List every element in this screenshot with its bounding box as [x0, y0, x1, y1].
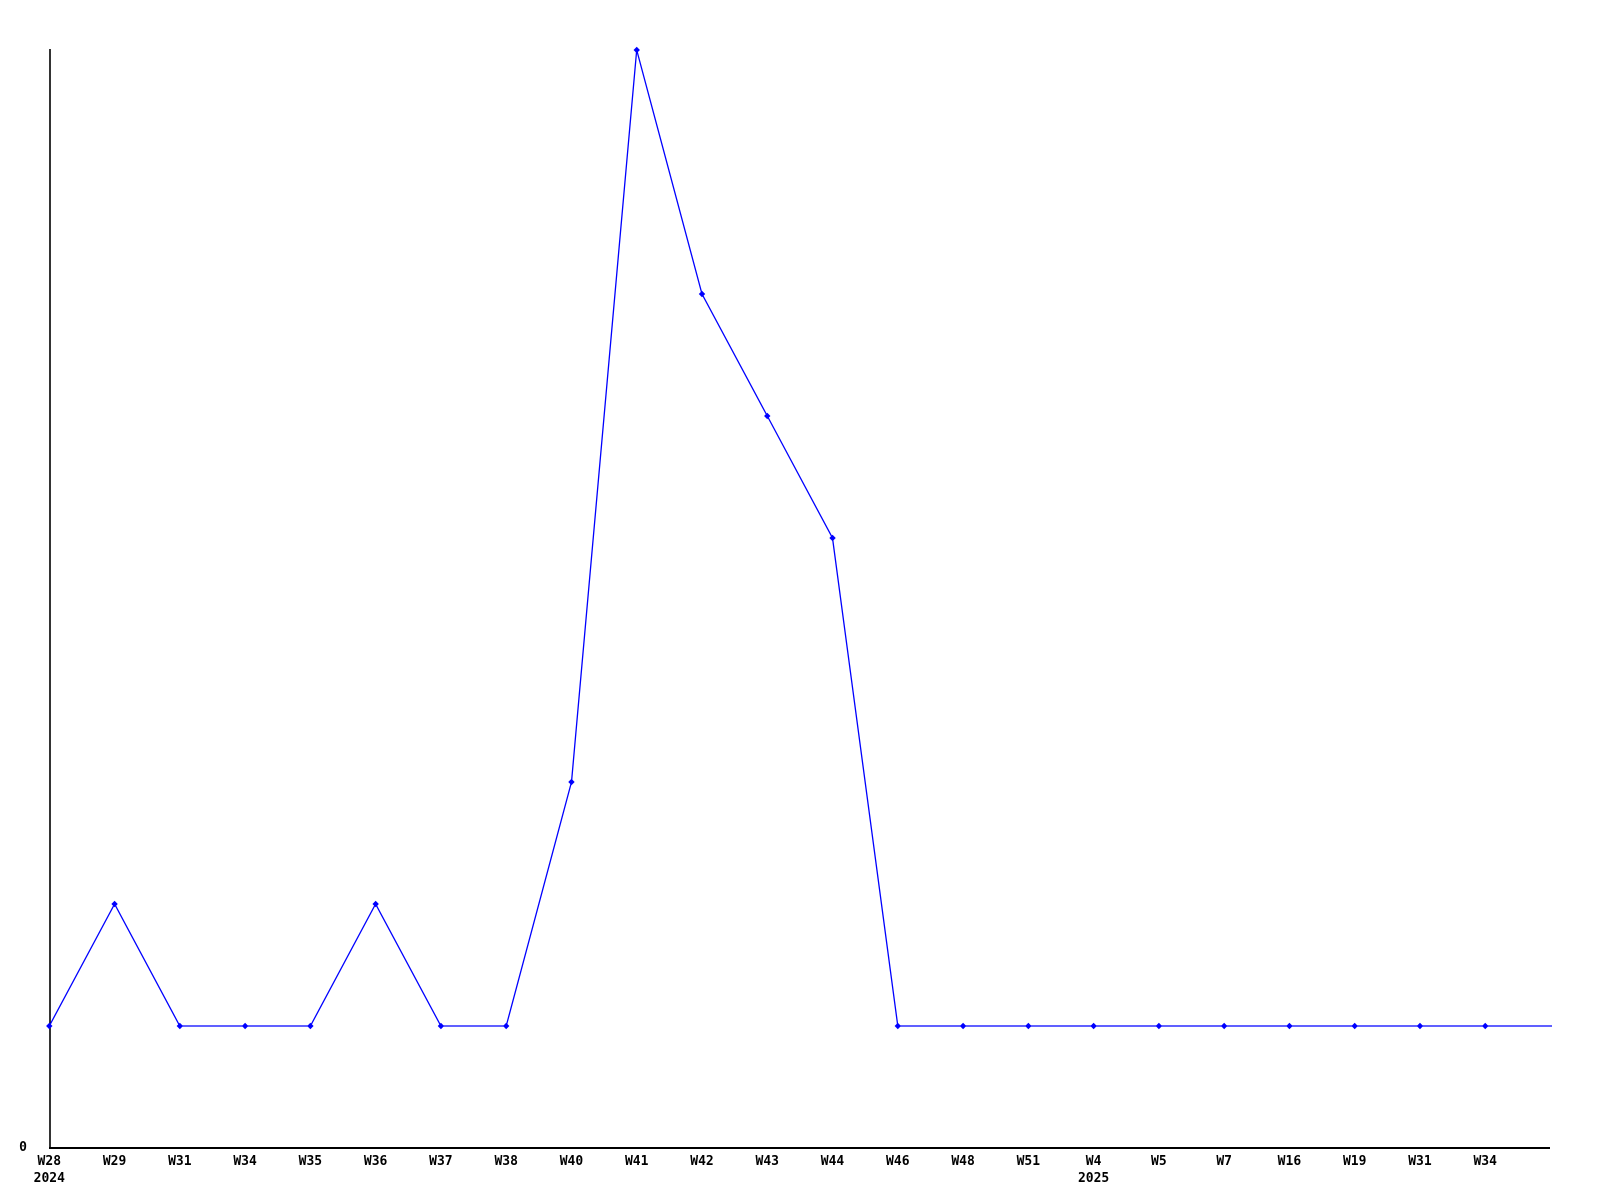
x-axis-label: W28 [37, 1154, 62, 1169]
data-point-marker [372, 900, 379, 908]
x-axis-label: W48 [951, 1154, 975, 1169]
x-axis-label: W46 [886, 1154, 910, 1169]
x-axis-label: W34 [1473, 1154, 1497, 1169]
x-axis-label: W38 [494, 1154, 518, 1169]
x-axis-label: W5 [1151, 1154, 1167, 1169]
x-axis-year-label: 2025 [1077, 1171, 1110, 1186]
data-point-marker [502, 1022, 510, 1030]
data-point-marker [633, 46, 640, 54]
data-point-marker [698, 290, 706, 298]
data-point-marker [568, 778, 575, 786]
data-point-marker [1286, 1022, 1293, 1030]
x-axis-label: W19 [1342, 1154, 1367, 1169]
x-axis-label: W42 [690, 1154, 714, 1169]
x-axis-label: W44 [820, 1154, 845, 1169]
data-point-marker [176, 1022, 184, 1030]
series-line [48, 49, 1552, 1027]
data-point-marker [1351, 1022, 1358, 1030]
x-axis-label: W16 [1277, 1154, 1302, 1169]
data-point-marker [1416, 1022, 1424, 1030]
data-point-marker [959, 1022, 967, 1030]
data-point-marker [46, 1022, 53, 1030]
data-point-marker [764, 412, 771, 420]
x-axis-label: W4 [1085, 1154, 1102, 1169]
x-axis-label: W31 [1408, 1154, 1432, 1169]
data-point-marker [111, 900, 118, 908]
x-axis-label: W41 [624, 1154, 649, 1169]
data-point-marker [1220, 1022, 1228, 1030]
x-axis-year-label: 2024 [33, 1171, 65, 1186]
data-point-marker [894, 1022, 902, 1030]
x-axis-label: W35 [298, 1154, 323, 1169]
y-axis-zero-label: 0 [19, 1140, 27, 1155]
x-axis-label: W7 [1216, 1154, 1232, 1169]
data-point-marker [1025, 1022, 1032, 1030]
x-axis-label: W29 [102, 1154, 127, 1169]
data-point-marker [241, 1022, 249, 1030]
x-axis-label: W34 [233, 1154, 257, 1169]
data-point-marker [437, 1022, 445, 1030]
x-axis-label: W40 [559, 1154, 584, 1169]
data-point-marker [307, 1022, 314, 1030]
x-axis-label: W37 [429, 1154, 453, 1169]
x-axis-label: W43 [755, 1154, 779, 1169]
x-axis-label: W51 [1016, 1154, 1041, 1169]
data-point-marker [1090, 1022, 1097, 1030]
data-point-marker [1155, 1022, 1163, 1030]
x-axis-label: W36 [363, 1154, 388, 1169]
data-point-marker [829, 534, 836, 542]
x-axis-label: W31 [168, 1154, 192, 1169]
data-point-marker [1482, 1022, 1489, 1030]
